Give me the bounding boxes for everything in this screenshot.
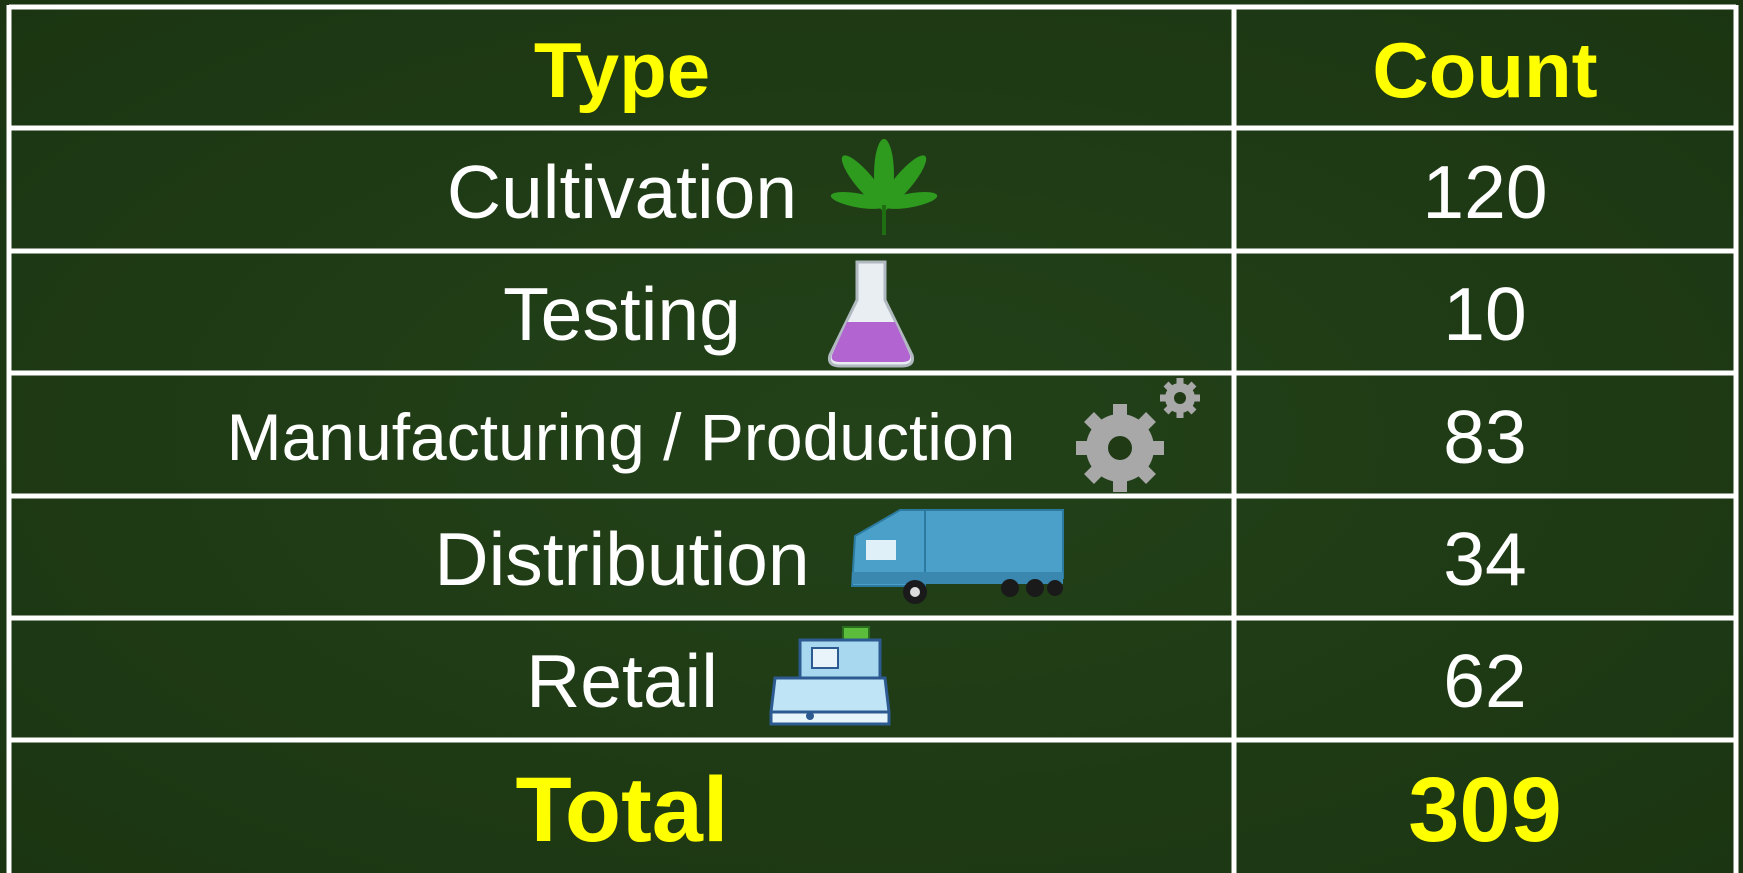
total-label: Total — [516, 759, 729, 861]
table-grid — [6, 4, 1739, 873]
count-cell: 10 — [1443, 272, 1526, 356]
total-count: 309 — [1408, 759, 1562, 861]
count-cell: 83 — [1443, 395, 1526, 479]
count-cell: 62 — [1443, 639, 1526, 723]
type-cell: Retail — [526, 639, 718, 723]
type-cell: Cultivation — [447, 150, 797, 234]
header-count: Count — [1372, 26, 1597, 114]
flask-icon — [828, 260, 914, 368]
truck-icon — [850, 509, 1064, 604]
leaf-icon — [830, 139, 938, 235]
type-cell: Testing — [503, 272, 741, 356]
type-cell: Manufacturing / Production — [227, 400, 1016, 474]
count-cell: 34 — [1443, 517, 1526, 601]
count-cell: 120 — [1422, 150, 1547, 234]
type-cell: Distribution — [434, 517, 809, 601]
register-icon — [769, 626, 891, 726]
gears-icon — [1076, 378, 1200, 492]
header-type: Type — [534, 26, 710, 114]
